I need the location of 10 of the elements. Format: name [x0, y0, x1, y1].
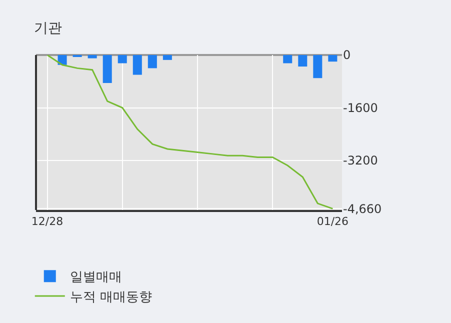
y-tick-label: -3200 — [343, 154, 378, 168]
legend-label: 일별매매 — [70, 270, 122, 286]
x-tick-label: 01/26 — [316, 215, 349, 228]
y-tick-label: -4,660 — [343, 202, 382, 216]
y-tick-label: 0 — [343, 48, 351, 62]
x-tick-label: 12/28 — [31, 215, 64, 228]
chart-title: 기관 — [34, 20, 62, 36]
legend-label: 누적 매매동향 — [70, 290, 152, 306]
y-tick-label: -1600 — [343, 100, 378, 115]
line-series — [46, 55, 334, 210]
